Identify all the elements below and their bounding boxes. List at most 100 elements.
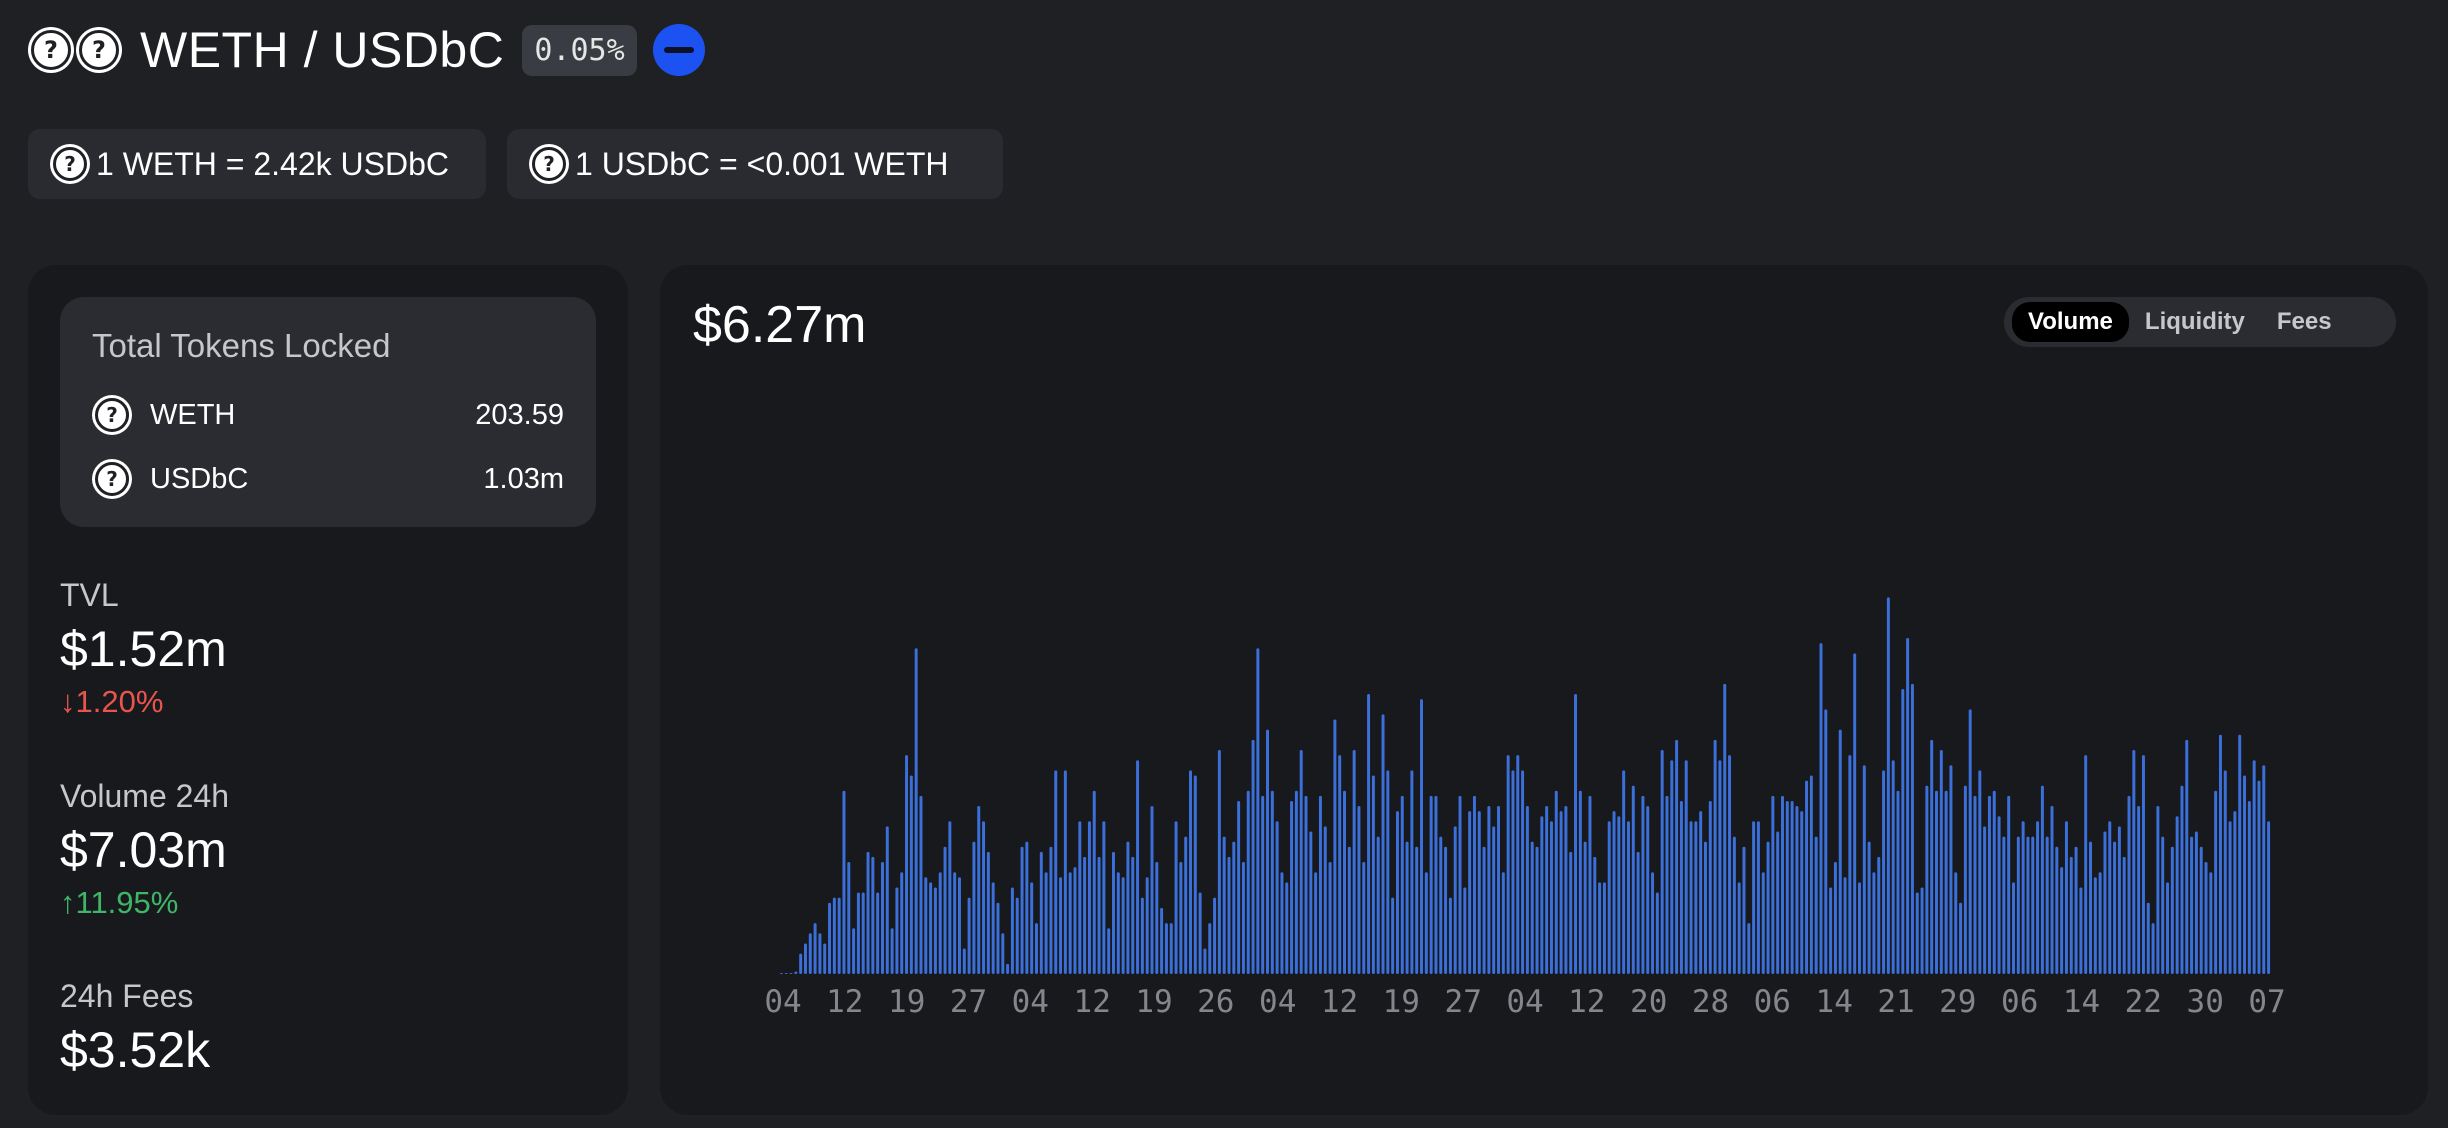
chart-bar[interactable] <box>1415 846 1419 974</box>
chart-bar[interactable] <box>1227 856 1231 974</box>
chart-bar[interactable] <box>1150 806 1154 974</box>
chart-bar[interactable] <box>832 897 836 974</box>
chart-bar[interactable] <box>1593 856 1597 974</box>
chart-bar[interactable] <box>1540 816 1544 974</box>
chart-bar[interactable] <box>1371 775 1375 974</box>
chart-bar[interactable] <box>1549 821 1553 974</box>
chart-bar[interactable] <box>1213 897 1217 974</box>
chart-bar[interactable] <box>2166 882 2170 974</box>
chart-bar[interactable] <box>1256 648 1260 974</box>
chart-bar[interactable] <box>1987 795 1991 974</box>
chart-bar[interactable] <box>842 790 846 974</box>
chart-bar[interactable] <box>1886 597 1890 974</box>
chart-bar[interactable] <box>929 882 933 974</box>
chart-bar[interactable] <box>1569 851 1573 974</box>
chart-bar[interactable] <box>2108 821 2112 974</box>
chart-bar[interactable] <box>1112 851 1115 974</box>
chart-bar[interactable] <box>1703 841 1707 974</box>
chart-bar[interactable] <box>1867 841 1871 974</box>
chart-bar[interactable] <box>1208 923 1212 974</box>
chart-bar[interactable] <box>1776 831 1780 974</box>
chart-bar[interactable] <box>1679 800 1683 974</box>
chart-bar[interactable] <box>1843 877 1847 974</box>
chart-bar[interactable] <box>1891 760 1895 974</box>
chart-bar[interactable] <box>895 887 899 974</box>
chart-bar[interactable] <box>1983 826 1987 974</box>
chart-bar[interactable] <box>1420 699 1424 974</box>
chart-bar[interactable] <box>1646 806 1650 974</box>
chart-bar[interactable] <box>885 826 889 974</box>
chart-bar[interactable] <box>847 862 851 974</box>
chart-bar[interactable] <box>1997 816 2001 974</box>
chart-bar[interactable] <box>1381 714 1385 974</box>
chart-bar[interactable] <box>1333 719 1337 975</box>
chart-bar[interactable] <box>2026 836 2030 974</box>
chart-bar[interactable] <box>1554 790 1558 974</box>
chart-bar[interactable] <box>1035 923 1038 974</box>
chart-bar[interactable] <box>1968 709 1972 974</box>
chart-bar[interactable] <box>2243 775 2247 974</box>
chart-bar[interactable] <box>1699 811 1703 974</box>
chart-bar[interactable] <box>1217 750 1221 974</box>
chart-bar[interactable] <box>1266 729 1269 974</box>
chart-bar[interactable] <box>905 755 909 974</box>
chart-bar[interactable] <box>943 846 947 974</box>
chart-bar[interactable] <box>2151 923 2155 974</box>
chart-bar[interactable] <box>957 877 961 974</box>
chart-bar[interactable] <box>1617 816 1621 974</box>
chart-bar[interactable] <box>1458 795 1462 974</box>
chart-bar[interactable] <box>1896 790 1900 974</box>
chart-bar[interactable] <box>1039 851 1043 974</box>
chart-bar[interactable] <box>837 897 841 974</box>
chart-bar[interactable] <box>1352 750 1356 974</box>
chart-bar[interactable] <box>1790 800 1794 974</box>
chart-bar[interactable] <box>1092 790 1096 974</box>
chart-bar[interactable] <box>1805 780 1809 974</box>
chart-bar[interactable] <box>1910 683 1914 974</box>
chart-bar[interactable] <box>1251 739 1255 974</box>
chart-bar[interactable] <box>866 851 870 974</box>
chart-bar[interactable] <box>1833 862 1837 974</box>
chart-bar[interactable] <box>1848 755 1852 974</box>
chart-bar[interactable] <box>1872 872 1876 974</box>
chart-bar[interactable] <box>2021 821 2025 974</box>
chart-bar[interactable] <box>1771 795 1775 974</box>
chart-bar[interactable] <box>2218 734 2222 974</box>
chart-bar[interactable] <box>1059 877 1063 974</box>
chart-bar[interactable] <box>2141 755 2145 974</box>
tab-liquidity[interactable]: Liquidity <box>2144 308 2245 335</box>
chart-bar[interactable] <box>1102 821 1106 974</box>
chart-bar[interactable] <box>1655 892 1659 974</box>
chart-bar[interactable] <box>1766 841 1770 974</box>
chart-bar[interactable] <box>1477 811 1481 974</box>
chart-bar[interactable] <box>1602 882 1606 974</box>
chart-bar[interactable] <box>1814 836 1818 974</box>
chart-bar[interactable] <box>2267 821 2271 974</box>
chart-bar[interactable] <box>2137 806 2141 974</box>
chart-bar[interactable] <box>1328 862 1332 974</box>
chart-bar[interactable] <box>1343 790 1346 974</box>
chart-bar[interactable] <box>1482 846 1486 974</box>
chart-bar[interactable] <box>2069 856 2073 974</box>
chart-bar[interactable] <box>2247 800 2251 974</box>
chart-bar[interactable] <box>1935 790 1938 974</box>
chart-bar[interactable] <box>1675 739 1679 974</box>
chart-bar[interactable] <box>914 648 918 974</box>
chart-bar[interactable] <box>1944 790 1948 974</box>
chart-bar[interactable] <box>2161 836 2165 974</box>
chart-bar[interactable] <box>967 897 971 974</box>
chart-bar[interactable] <box>1246 790 1250 974</box>
chart-bar[interactable] <box>1559 811 1563 974</box>
chart-bar[interactable] <box>1694 821 1698 974</box>
chart-bar[interactable] <box>1237 800 1241 974</box>
chart-bar[interactable] <box>1107 928 1111 974</box>
chart-bar[interactable] <box>2098 872 2102 974</box>
chart-bar[interactable] <box>1747 923 1751 974</box>
chart-bar[interactable] <box>1400 795 1404 974</box>
chart-bar[interactable] <box>1862 765 1866 974</box>
chart-bar[interactable] <box>1607 821 1611 974</box>
chart-bar[interactable] <box>808 933 812 974</box>
chart-bar[interactable] <box>2180 785 2184 974</box>
chart-bar[interactable] <box>1737 882 1741 974</box>
chart-bar[interactable] <box>1641 795 1645 974</box>
